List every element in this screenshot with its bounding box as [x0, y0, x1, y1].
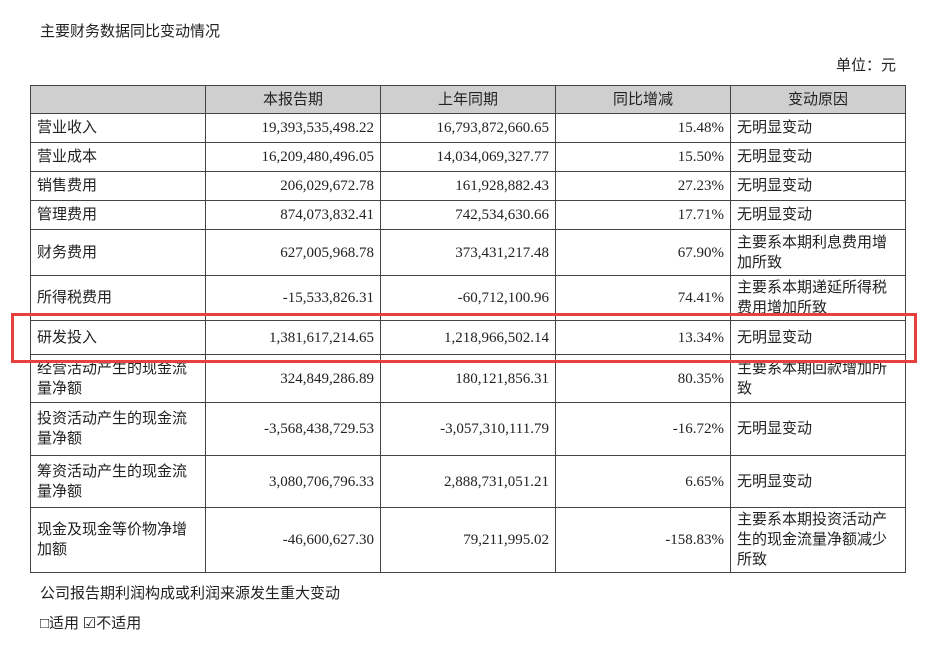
table-row: 财务费用 627,005,968.78 373,431,217.48 67.90% 主要…	[30, 229, 906, 276]
value-cell: 161,928,882.43	[380, 171, 556, 201]
value-cell: 79,211,995.02	[380, 507, 556, 573]
highlight-box	[11, 313, 917, 363]
value-cell: 2,888,731,051.21	[380, 455, 556, 508]
value-cell: 16,209,480,496.05	[205, 142, 381, 172]
table-row: 营业收入 19,393,535,498.22 16,793,872,660.65 15…	[30, 113, 906, 143]
row-label: 财务费用	[30, 229, 206, 276]
unit-label: 单位：元	[835, 58, 896, 74]
header-cell: 本报告期	[205, 85, 381, 114]
row-label: 现金及现金等价物净增加额	[30, 507, 206, 573]
reason-cell: 主要系本期投资活动产生的现金流量净额减少所致	[730, 507, 906, 573]
table-row: 销售费用 206,029,672.78 161,928,882.43 27.23% 无明…	[30, 171, 906, 201]
reason-cell: 主要系本期利息费用增加所致	[730, 229, 906, 276]
value-cell: -46,600,627.30	[205, 507, 381, 573]
corner-cell	[30, 85, 206, 114]
row-label: 销售费用	[30, 171, 206, 201]
table-row: 研发投入 1,381,617,214.65 1,218,966,502.14 13.3…	[30, 320, 906, 355]
table-row: 现金及现金等价物净增加额 -46,600,627.30 79,211,995.02-…	[30, 507, 906, 573]
row-label: 营业成本	[30, 142, 206, 172]
table-row: 投资活动产生的现金流量净额 -3,568,438,729.53 -3,057,310…	[30, 402, 906, 456]
row-label: 投资活动产生的现金流量净额	[30, 402, 206, 456]
row-label: 筹资活动产生的现金流量净额	[30, 455, 206, 508]
value-cell: 874,073,832.41	[205, 200, 381, 230]
value-cell: -158.83%	[555, 507, 731, 573]
table-row: 筹资活动产生的现金流量净额 3,080,706,796.33 2,888,731,0…	[30, 455, 906, 508]
value-cell: 3,080,706,796.33	[205, 455, 381, 508]
doc-title: 主要财务数据同比变动情况	[40, 24, 221, 40]
table-row: 营业成本 16,209,480,496.05 14,034,069,327.77 15…	[30, 142, 906, 172]
reason-cell: 无明显变动	[730, 455, 906, 508]
value-cell: 14,034,069,327.77	[380, 142, 556, 172]
reason-cell: 无明显变动	[730, 320, 906, 355]
value-cell: -3,568,438,729.53	[205, 402, 381, 456]
value-cell: 27.23%	[555, 171, 731, 201]
value-cell: 17.71%	[555, 200, 731, 230]
reason-cell: 无明显变动	[730, 171, 906, 201]
value-cell: 13.34%	[555, 320, 731, 355]
header-cell: 同比增减	[555, 85, 731, 114]
footer-note: 公司报告期利润构成或利润来源发生重大变动	[40, 586, 341, 602]
value-cell: 627,005,968.78	[205, 229, 381, 276]
value-cell: 15.48%	[555, 113, 731, 143]
value-cell: 15.50%	[555, 142, 731, 172]
header-cell: 变动原因	[730, 85, 906, 114]
value-cell: 6.65%	[555, 455, 731, 508]
reason-cell: 无明显变动	[730, 402, 906, 456]
table-row: 管理费用 874,073,832.41 742,534,630.66 17.71% 无明…	[30, 200, 906, 230]
reason-cell: 无明显变动	[730, 142, 906, 172]
header-row: 本报告期 上年同期 同比增减 变动原因	[30, 85, 906, 114]
value-cell: 1,381,617,214.65	[205, 320, 381, 355]
value-cell: -16.72%	[555, 402, 731, 456]
row-label: 营业收入	[30, 113, 206, 143]
value-cell: 373,431,217.48	[380, 229, 556, 276]
value-cell: -3,057,310,111.79	[380, 402, 556, 456]
value-cell: 206,029,672.78	[205, 171, 381, 201]
value-cell: 19,393,535,498.22	[205, 113, 381, 143]
header-cell: 上年同期	[380, 85, 556, 114]
footer-options: □适用 ☑不适用	[40, 616, 142, 632]
row-label: 管理费用	[30, 200, 206, 230]
value-cell: 1,218,966,502.14	[380, 320, 556, 355]
reason-cell: 无明显变动	[730, 113, 906, 143]
value-cell: 16,793,872,660.65	[380, 113, 556, 143]
reason-cell: 无明显变动	[730, 200, 906, 230]
value-cell: 67.90%	[555, 229, 731, 276]
row-label: 研发投入	[30, 320, 206, 355]
value-cell: 742,534,630.66	[380, 200, 556, 230]
